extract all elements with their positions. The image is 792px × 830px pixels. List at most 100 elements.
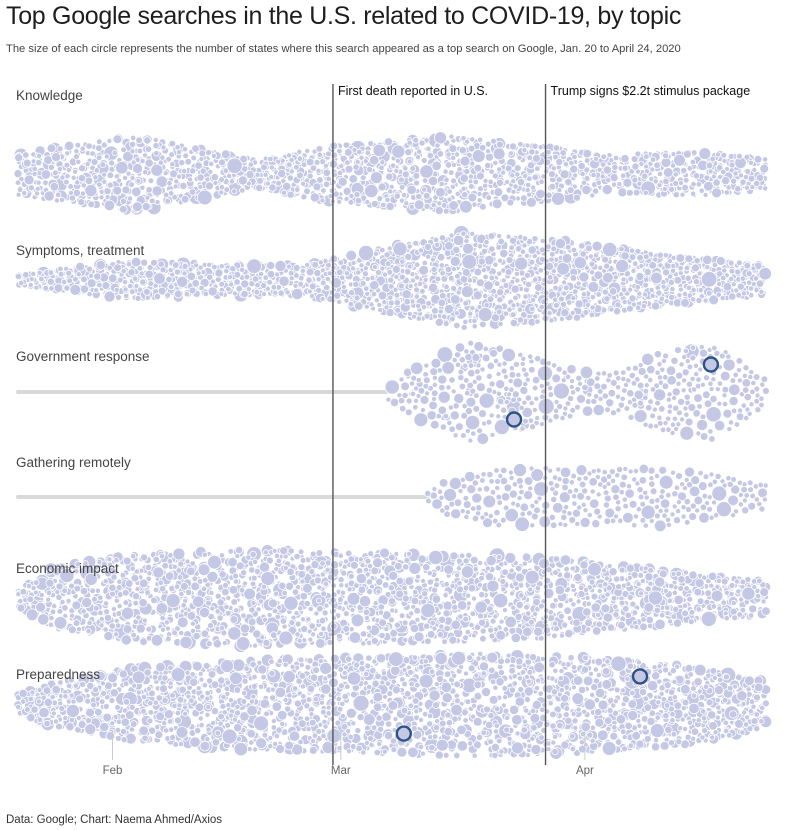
search-bubble <box>85 142 93 150</box>
search-bubble <box>590 172 597 179</box>
search-bubble <box>735 412 745 421</box>
search-bubble <box>353 190 361 198</box>
search-bubble <box>521 147 528 154</box>
search-bubble <box>73 148 80 155</box>
search-bubble <box>86 290 93 298</box>
search-bubble <box>730 476 737 483</box>
search-bubble <box>605 398 615 408</box>
search-bubble <box>579 170 586 178</box>
search-bubble <box>736 377 743 384</box>
search-bubble <box>550 165 557 172</box>
search-bubble <box>601 288 609 296</box>
search-bubble <box>475 504 483 512</box>
highlighted-search-bubble[interactable] <box>505 411 523 428</box>
search-bubble <box>587 253 594 260</box>
search-bubble <box>473 163 483 173</box>
search-bubble <box>408 204 415 211</box>
search-bubble <box>143 136 152 145</box>
search-bubble <box>438 262 446 269</box>
search-bubble <box>404 148 413 157</box>
search-bubble <box>661 186 668 193</box>
search-bubble <box>640 302 648 310</box>
search-bubble <box>512 183 519 190</box>
search-bubble <box>49 608 57 616</box>
search-bubble <box>294 186 301 193</box>
search-bubble <box>63 178 70 186</box>
search-bubble <box>736 479 744 486</box>
search-bubble <box>462 318 469 325</box>
search-bubble <box>555 466 562 473</box>
search-bubble <box>493 280 501 287</box>
search-bubble <box>642 522 649 529</box>
search-bubble <box>240 289 249 299</box>
search-bubble <box>575 598 582 605</box>
search-bubble <box>672 191 680 199</box>
search-bubble <box>315 167 322 174</box>
search-bubble <box>495 140 504 149</box>
search-bubble <box>488 380 496 388</box>
search-bubble <box>576 475 583 482</box>
search-bubble <box>144 269 154 279</box>
search-bubble <box>179 181 188 190</box>
search-bubble <box>14 272 23 281</box>
search-bubble <box>450 388 457 395</box>
search-bubble <box>627 286 634 293</box>
search-bubble <box>748 401 755 408</box>
search-bubble <box>613 513 620 520</box>
search-bubble <box>398 376 405 383</box>
search-bubble <box>96 281 103 289</box>
search-bubble <box>575 464 588 477</box>
search-bubble <box>394 306 402 314</box>
search-bubble <box>519 510 526 518</box>
search-bubble <box>653 472 661 480</box>
search-bubble <box>514 256 529 271</box>
search-bubble <box>218 290 225 297</box>
search-bubble <box>591 240 603 252</box>
search-bubble <box>574 299 584 309</box>
search-bubble <box>706 494 713 501</box>
search-bubble <box>430 389 439 398</box>
highlighted-search-bubble[interactable] <box>702 356 720 373</box>
search-bubble <box>668 185 676 193</box>
search-bubble <box>707 380 714 387</box>
search-bubble <box>650 271 663 285</box>
search-bubble <box>325 150 332 158</box>
search-bubble <box>462 377 470 384</box>
search-bubble <box>221 149 231 160</box>
search-bubble <box>514 501 521 509</box>
search-bubble <box>260 282 268 290</box>
search-bubble <box>673 484 681 491</box>
search-bubble <box>428 400 438 411</box>
search-bubble <box>336 198 343 205</box>
search-bubble <box>527 485 534 492</box>
search-bubble <box>478 392 495 409</box>
search-bubble <box>449 255 461 267</box>
search-bubble <box>721 400 729 408</box>
search-bubble <box>699 381 706 388</box>
search-bubble <box>628 294 637 303</box>
search-bubble <box>654 512 661 520</box>
search-bubble <box>448 133 455 140</box>
search-bubble <box>736 282 745 291</box>
search-bubble <box>304 147 311 154</box>
search-bubble <box>144 158 154 168</box>
search-bubble <box>352 163 360 171</box>
search-bubble <box>589 498 600 509</box>
search-bubble <box>594 375 601 382</box>
search-bubble <box>705 289 713 297</box>
search-bubble <box>104 194 111 201</box>
search-bubble <box>74 141 82 149</box>
search-bubble <box>243 273 251 281</box>
search-bubble <box>626 188 634 197</box>
search-bubble <box>461 402 468 410</box>
search-bubble <box>605 473 613 480</box>
search-bubble <box>383 137 393 147</box>
search-bubble <box>112 185 123 196</box>
search-bubble <box>698 348 709 358</box>
search-bubble <box>574 385 581 393</box>
search-bubble <box>267 155 274 163</box>
search-bubble <box>698 511 710 524</box>
search-bubble <box>371 264 378 271</box>
search-bubble <box>96 181 103 188</box>
search-bubble <box>620 375 627 383</box>
